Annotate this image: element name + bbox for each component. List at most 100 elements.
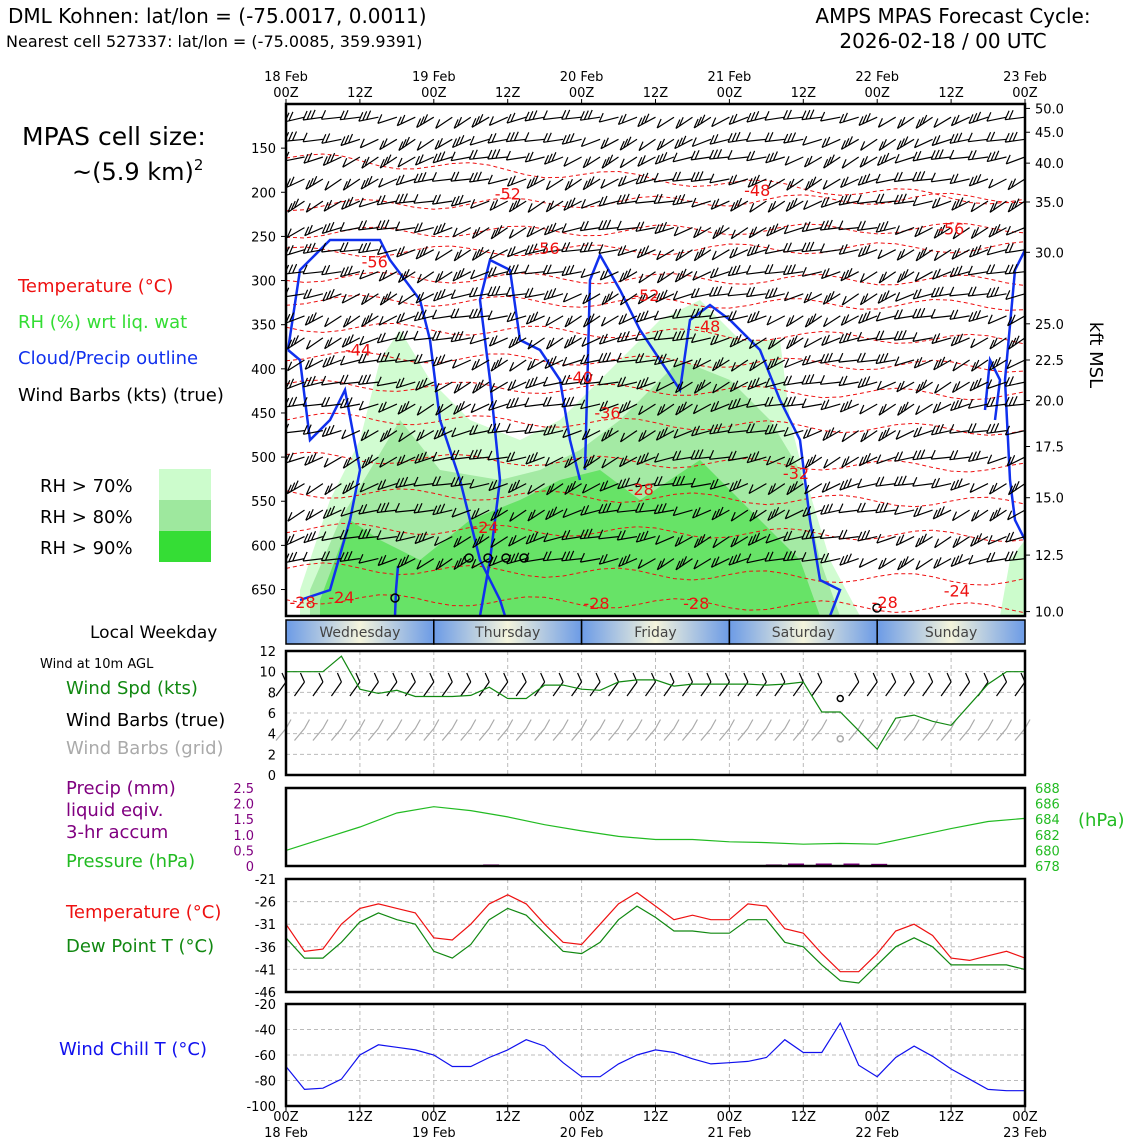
wind-barb <box>471 358 490 371</box>
top-time-label: 00Z <box>421 86 447 101</box>
grid-wind-barb <box>312 719 329 741</box>
wind-barb <box>804 454 823 469</box>
wind-barb <box>546 483 564 496</box>
wind-barb <box>286 179 287 180</box>
wind-barb <box>489 381 509 393</box>
wind-barb <box>396 454 416 467</box>
wind-barb <box>395 221 416 232</box>
bottom-time-label: 00Z <box>864 1110 890 1125</box>
wind-barb <box>376 351 397 363</box>
wind-barb <box>487 450 508 461</box>
true-wind-barb <box>552 672 564 697</box>
bottom-date-label: 19 Feb <box>412 1126 456 1140</box>
pressure-tick-label: 400 <box>251 363 276 378</box>
wind-barb <box>471 114 490 128</box>
wind-barb <box>487 174 508 185</box>
wind-barb <box>324 315 342 328</box>
wind-barb <box>542 551 564 562</box>
wind-barb <box>784 509 804 520</box>
wind-barb <box>989 507 1007 522</box>
wind-barb <box>711 249 730 261</box>
wind-barb <box>930 286 952 298</box>
isotherm-line <box>286 241 1025 258</box>
wind-barb <box>858 453 878 467</box>
station-title: DML Kohnen: lat/lon = (-75.0017, 0.0011) <box>8 4 427 28</box>
wind-barb <box>877 290 896 304</box>
weekday-label: Saturday <box>772 625 835 641</box>
wind-barb <box>729 380 749 393</box>
wind-barb <box>286 201 287 202</box>
bottom-date-label: 23 Feb <box>1003 1126 1047 1140</box>
pressure-axis-tick-label: 682 <box>1035 829 1060 844</box>
wind-barb <box>655 535 675 545</box>
bottom-time-label: 00Z <box>273 1110 299 1125</box>
wind-barb <box>320 110 342 120</box>
wind-barb <box>727 131 748 143</box>
wind-barb <box>711 357 730 372</box>
wind-barb <box>653 193 675 204</box>
wind-barb <box>358 503 379 515</box>
wind-barb <box>820 196 841 208</box>
wind-barb <box>524 132 545 142</box>
temperature-panel-frame <box>284 877 1027 994</box>
rh80-swatch <box>159 500 211 531</box>
legend-precip: Precip (mm) <box>66 778 176 799</box>
wind-barb <box>693 247 712 262</box>
wind-barb <box>635 352 656 364</box>
wind-barb <box>562 508 582 519</box>
wind-barb <box>579 241 601 253</box>
wind-barb <box>414 451 434 464</box>
rh90-swatch <box>159 531 211 562</box>
wind-barb <box>619 156 638 169</box>
precip-tick-label: 0 <box>246 860 254 875</box>
true-wind-barb <box>608 672 620 697</box>
wind-barb <box>952 359 970 372</box>
wind-barb <box>527 200 545 213</box>
wind-barb <box>490 357 509 372</box>
wind-barb <box>690 333 712 344</box>
wind-barb <box>1005 290 1025 300</box>
wind-barb <box>747 174 767 188</box>
wind-barb <box>286 430 287 432</box>
wind-barb <box>579 552 601 563</box>
wind-barb <box>819 219 841 231</box>
wind-barb <box>730 197 749 212</box>
wind-barb <box>709 133 730 145</box>
wind-barb <box>915 558 933 571</box>
wind-barb <box>1007 314 1025 327</box>
wind-barb <box>801 374 822 385</box>
wind-barb <box>321 264 342 276</box>
wind-barb <box>287 509 305 522</box>
wind-barb <box>820 399 841 411</box>
weekday-cell <box>580 619 731 645</box>
wind-barb <box>968 554 989 565</box>
wind-barb <box>672 194 693 206</box>
wind-barb <box>877 249 896 260</box>
wind-barb <box>970 227 989 240</box>
wind-barb <box>305 337 324 350</box>
legend-wind-speed: Wind Spd (kts) <box>66 678 198 699</box>
wind-barb <box>395 377 416 389</box>
wind-barb <box>488 335 508 347</box>
wind-barb <box>949 423 970 434</box>
wind-barb <box>915 403 933 416</box>
wind-barb <box>801 552 822 562</box>
wind-barb <box>728 553 749 566</box>
wind-barb <box>838 194 859 206</box>
wind-barb <box>581 428 601 441</box>
wind-barb <box>451 507 472 518</box>
wind-barb <box>765 455 786 466</box>
grid-wind-barb <box>848 719 865 741</box>
wind-barb <box>450 330 471 343</box>
wind-barb <box>840 267 859 282</box>
wind-barb <box>339 222 361 232</box>
wind-barb <box>782 264 804 276</box>
grid-wind-barb <box>922 719 939 741</box>
wind-barb <box>433 222 453 236</box>
wind-barb <box>506 311 527 323</box>
wind-barb <box>286 245 305 256</box>
wind-barb <box>764 244 785 255</box>
wind-barb <box>339 529 360 540</box>
rh90-label: RH > 90% <box>40 538 133 559</box>
wind-barb <box>582 292 601 305</box>
